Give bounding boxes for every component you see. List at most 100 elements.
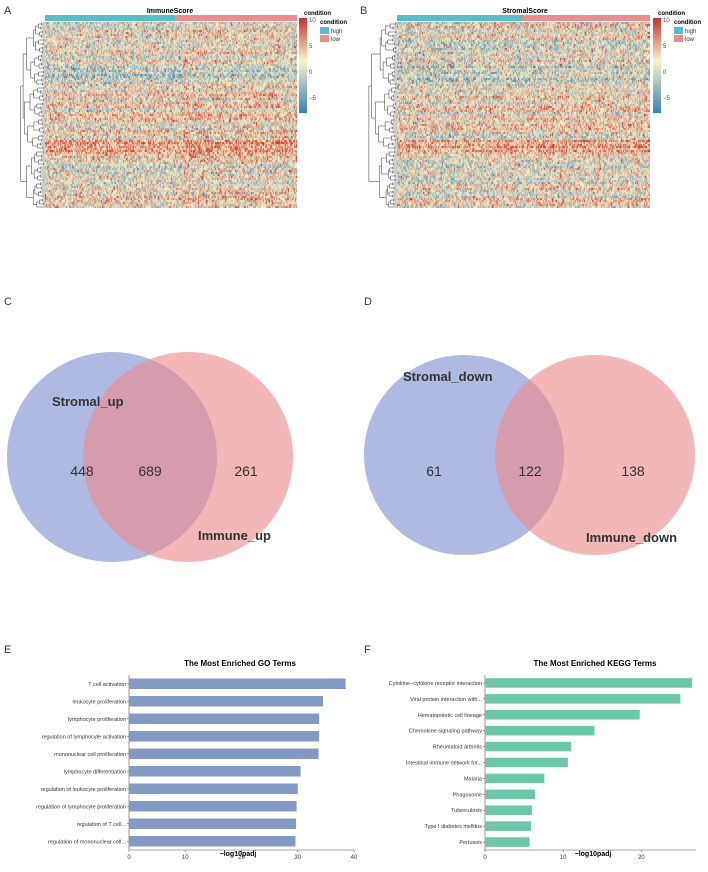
x-tick-label: 10: [560, 855, 567, 861]
heatmap-raster: [45, 22, 297, 208]
dendrogram-branch: [391, 38, 397, 42]
bar: [129, 696, 324, 707]
dendrogram-branch: [41, 158, 45, 162]
panel-label-d: D: [364, 296, 372, 308]
condition-bar-high: [45, 15, 175, 21]
dendrogram-branch: [389, 127, 394, 133]
chart-title: The Most Enriched KEGG Terms: [534, 659, 658, 668]
y-tick-label: regulation of mononuclear cell...: [48, 839, 126, 845]
scale-tick: −5: [663, 96, 671, 102]
dendrogram-branch: [35, 183, 42, 189]
dendrogram-branch: [41, 22, 45, 26]
y-tick-label: Tuberculosis: [451, 808, 482, 814]
bar: [485, 773, 545, 784]
dendrogram-branch: [24, 101, 31, 135]
heatmap-immune: ImmuneScore 10 5 0 −5 condition conditio…: [20, 8, 347, 208]
venn-circle-immune: [83, 352, 293, 562]
scale-tick: 10: [663, 18, 670, 24]
dendrogram-branch: [38, 135, 42, 141]
x-tick-label: 10: [182, 855, 189, 861]
x-axis-label: −log10padj: [220, 851, 257, 858]
dendrogram-branch: [43, 86, 45, 90]
venn-down: Stromal_down Immune_down 61 122 138: [364, 355, 695, 555]
dendrogram-branch: [393, 198, 397, 202]
y-tick-label: regulation of lymphocyte activation: [42, 734, 126, 740]
dendrogram-branch: [388, 31, 396, 37]
panel-label-c: C: [4, 296, 12, 308]
dendrogram-branch: [40, 190, 45, 194]
heatmap-cells: [397, 22, 650, 208]
x-tick-label: 20: [238, 855, 245, 861]
dendrogram-branch: [387, 185, 390, 195]
scale-tick: 5: [663, 44, 667, 50]
bar: [485, 694, 681, 704]
venn-label-left: Stromal_up: [52, 394, 124, 409]
dendrogram-branch: [395, 82, 397, 86]
dendrogram-branch: [34, 73, 39, 83]
dendrogram-branch: [393, 114, 397, 118]
legend-title-top: condition: [658, 11, 685, 17]
dendrogram-branch: [42, 194, 45, 198]
dendrogram-branch: [42, 30, 45, 34]
dendrogram-branch: [41, 118, 45, 122]
dendrogram-branch: [43, 66, 45, 70]
bar: [485, 837, 530, 847]
dendrogram-branch: [43, 130, 45, 134]
legend-swatch-low: [674, 35, 683, 42]
dendrogram-branch: [40, 166, 45, 170]
dendrogram-branch: [393, 47, 396, 53]
legend-swatch-high: [320, 27, 329, 34]
heatmap-title: ImmuneScore: [147, 8, 193, 15]
dendrogram-branch: [20, 85, 27, 182]
dendrogram-branch: [41, 102, 45, 106]
dendrogram-branch: [42, 74, 45, 78]
dendrogram-branch: [40, 26, 45, 30]
dendrogram-branch: [378, 165, 387, 198]
dendrogram-branch: [38, 63, 44, 69]
dendrogram-branch: [394, 42, 397, 46]
y-tick-label: Rheumatoid arthritis: [433, 745, 482, 751]
bar: [485, 805, 532, 815]
dendrogram-branch: [36, 79, 43, 85]
y-tick-label: regulation of leukocyte proliferation: [41, 787, 126, 793]
panel-label-b: B: [360, 5, 367, 17]
dendrogram-branch: [27, 125, 34, 143]
dendrogram-branch: [386, 57, 393, 67]
dendrogram-branch: [37, 87, 44, 93]
x-tick-label: 0: [127, 855, 131, 861]
dendrogram-branch: [43, 98, 45, 102]
dendrogram-branch: [42, 50, 45, 54]
dendrogram-branch: [39, 95, 44, 101]
dendrogram-branch: [389, 159, 394, 165]
y-tick-label: Intestinal immune network for...: [406, 761, 483, 767]
dendrogram-branch: [395, 30, 397, 34]
dendrogram-branch: [390, 199, 394, 205]
dendrogram-branch: [381, 29, 386, 47]
row-dendrogram: [20, 22, 45, 208]
dendrogram-branch: [32, 137, 39, 147]
y-tick-label: Cytokine−cytokine receptor interaction: [389, 681, 482, 687]
dendrogram-branch: [38, 111, 44, 117]
dendrogram-branch: [394, 178, 397, 182]
venn-count-both: 122: [518, 463, 542, 479]
y-tick-label: Viral protein interaction with...: [410, 697, 483, 703]
dendrogram-branch: [392, 34, 397, 38]
venn-count-left: 448: [70, 463, 94, 479]
dendrogram-branch: [393, 66, 397, 70]
heatmap-cells: [45, 22, 297, 208]
dendrogram-branch: [43, 162, 45, 166]
dendrogram-branch: [39, 90, 45, 94]
dendrogram-branch: [371, 53, 381, 119]
dendrogram-branch: [384, 93, 389, 111]
y-tick-label: Malaria: [464, 776, 483, 782]
y-tick-label: regulation of lymphocyte proliferation: [36, 804, 126, 810]
kegg-bar-chart: The Most Enriched KEGG Terms −log10padj …: [389, 659, 696, 861]
dendrogram-branch: [392, 78, 397, 82]
dendrogram-branch: [385, 41, 394, 51]
y-tick-label: lymphocyte proliferation: [68, 717, 126, 723]
dendrogram-branch: [393, 186, 397, 190]
venn-up: Stromal_up Immune_up 448 689 261: [7, 352, 293, 562]
dendrogram-branch: [34, 105, 40, 115]
dendrogram-branch: [38, 71, 44, 77]
